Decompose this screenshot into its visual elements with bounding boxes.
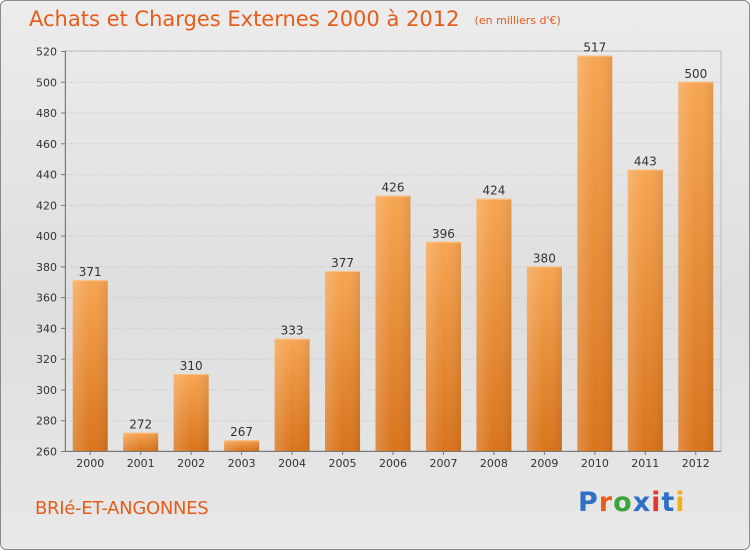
y-tick-label: 360 <box>36 292 57 305</box>
x-tick-label-2009: 2009 <box>530 457 558 470</box>
value-label-2007: 396 <box>432 227 455 241</box>
value-label-2002: 310 <box>180 359 203 373</box>
bar-shade-2012 <box>678 81 714 452</box>
label-layer: 371 2000 272 2001 310 2002 267 2003 333 2004 377 20… <box>76 41 710 470</box>
bar-shade-2004 <box>274 338 310 451</box>
value-label-2003: 267 <box>230 425 253 439</box>
bar-shade-2000 <box>72 280 108 451</box>
x-tick-label-2000: 2000 <box>76 457 104 470</box>
x-tick-label-2008: 2008 <box>480 457 508 470</box>
y-tick-label: 500 <box>36 76 57 89</box>
logo-letter: P <box>578 487 599 518</box>
y-tick-label: 400 <box>36 230 57 243</box>
y-tick-label: 380 <box>36 261 57 274</box>
value-label-2004: 333 <box>281 324 304 338</box>
bar-shade-2002 <box>173 374 209 451</box>
logo-letter: r <box>598 487 614 518</box>
y-tick-label: 320 <box>36 353 57 366</box>
x-tick-label-2002: 2002 <box>177 457 205 470</box>
y-tick-label: 420 <box>36 199 57 212</box>
value-label-2000: 371 <box>79 265 102 279</box>
x-tick-label-2004: 2004 <box>278 457 306 470</box>
x-tick-label-2012: 2012 <box>682 457 710 470</box>
y-tick-label: 300 <box>36 384 57 397</box>
y-tick-label: 480 <box>36 107 57 120</box>
value-label-2011: 443 <box>634 154 657 168</box>
logo-letter: i <box>675 487 686 518</box>
x-tick-label-2005: 2005 <box>329 457 357 470</box>
chart-subtitle: (en milliers d'€) <box>474 14 561 27</box>
value-label-2008: 424 <box>482 184 505 198</box>
y-tick-label: 280 <box>36 415 57 428</box>
x-tick-label-2003: 2003 <box>228 457 256 470</box>
bar-shade-2008 <box>476 198 512 451</box>
y-tick-label: 460 <box>36 138 57 151</box>
logo-letter: x <box>632 487 652 518</box>
y-tick-label: 340 <box>36 322 57 335</box>
commune-name: BRIé-ET-ANGONNES <box>35 498 209 519</box>
x-tick-label-2006: 2006 <box>379 457 407 470</box>
title-row: Achats et Charges Externes 2000 à 2012 (… <box>29 7 561 31</box>
chart-title: Achats et Charges Externes 2000 à 2012 <box>29 7 460 31</box>
axis-layer: 260 280 300 320 340 360 380 400 420 440 460 480 500 5… <box>36 46 721 459</box>
value-label-2005: 377 <box>331 256 354 270</box>
bar-shade-2001 <box>123 432 159 451</box>
bar-shade-2011 <box>627 169 663 451</box>
value-label-2006: 426 <box>382 181 405 195</box>
logo-letter: i <box>651 487 662 518</box>
bar-shade-2010 <box>577 55 613 451</box>
x-tick-label-2001: 2001 <box>127 457 155 470</box>
bar-shade-2006 <box>375 195 411 451</box>
value-label-2009: 380 <box>533 251 556 265</box>
value-label-2010: 517 <box>583 41 606 55</box>
x-tick-label-2007: 2007 <box>429 457 457 470</box>
y-tick-label: 440 <box>36 169 57 182</box>
x-tick-label-2010: 2010 <box>581 457 609 470</box>
bar-shade-2007 <box>425 241 461 451</box>
y-tick-label: 520 <box>36 46 57 59</box>
proxiti-logo[interactable]: Proxiti <box>578 487 686 518</box>
logo-letter: o <box>613 487 633 518</box>
bar-shade-2009 <box>526 266 562 451</box>
value-label-2012: 500 <box>684 67 707 81</box>
y-tick-label: 260 <box>36 446 57 459</box>
logo-letter: t <box>661 487 676 518</box>
bar-shade-2003 <box>224 440 260 451</box>
bar-shade-2005 <box>325 271 361 451</box>
value-label-2001: 272 <box>129 418 152 432</box>
bar-layer <box>72 55 714 452</box>
x-tick-label-2011: 2011 <box>631 457 659 470</box>
